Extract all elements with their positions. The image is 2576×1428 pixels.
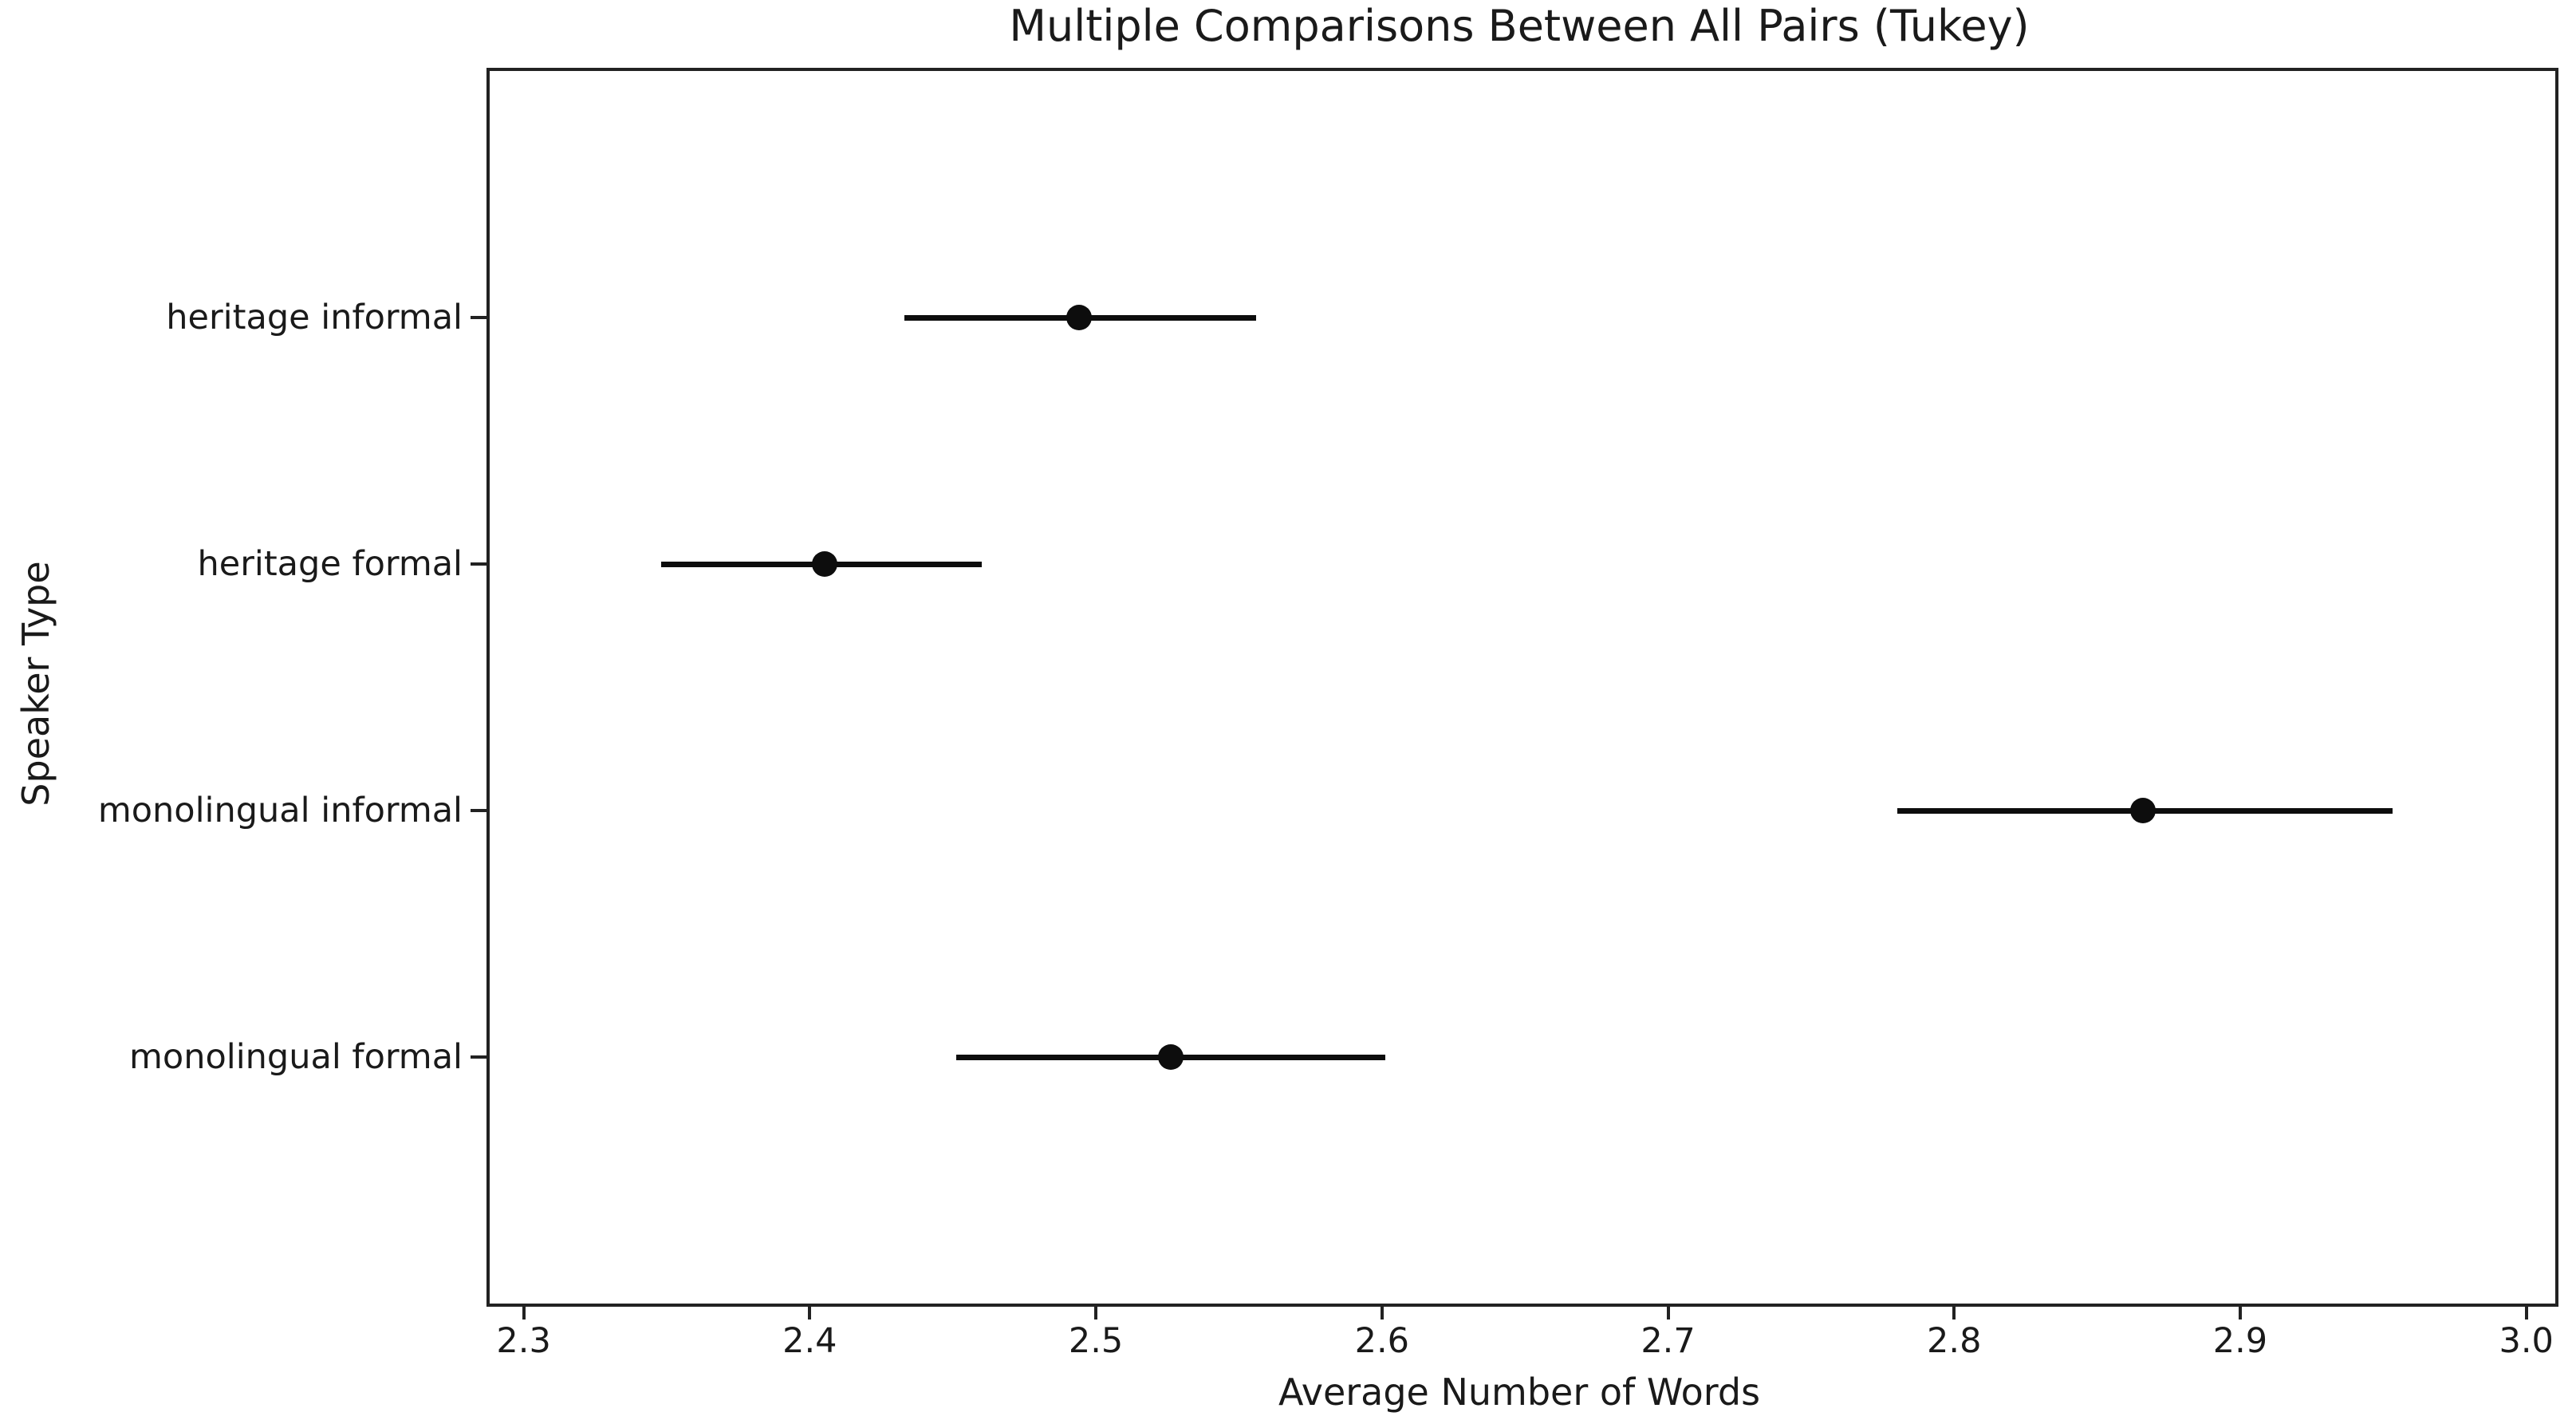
x-tick-mark	[1380, 1304, 1384, 1320]
y-tick-mark	[471, 562, 486, 566]
y-tick-label: heritage formal	[197, 544, 463, 584]
x-tick-mark	[1952, 1304, 1956, 1320]
y-tick-mark	[471, 316, 486, 319]
x-tick-label: 2.5	[1068, 1321, 1124, 1361]
x-axis-title: Average Number of Words	[1278, 1371, 1761, 1414]
mean-marker	[2130, 798, 2157, 823]
y-tick-mark	[471, 809, 486, 812]
x-tick-label: 2.9	[2212, 1321, 2268, 1361]
x-tick-mark	[808, 1304, 812, 1320]
y-axis-title: Speaker Type	[14, 561, 57, 807]
x-tick-mark	[1666, 1304, 1670, 1320]
x-tick-label: 2.3	[496, 1321, 551, 1361]
x-tick-mark	[2238, 1304, 2242, 1320]
x-tick-mark	[522, 1304, 526, 1320]
y-tick-label: heritage informal	[166, 298, 463, 337]
mean-marker	[1065, 305, 1092, 330]
chart-title: Multiple Comparisons Between All Pairs (…	[1009, 1, 2030, 51]
x-tick-label: 2.4	[782, 1321, 837, 1361]
x-tick-mark	[2524, 1304, 2528, 1320]
plot-area	[486, 68, 2558, 1307]
x-tick-label: 2.7	[1641, 1321, 1696, 1361]
y-tick-label: monolingual formal	[129, 1037, 463, 1077]
mean-marker	[1157, 1044, 1184, 1070]
y-tick-mark	[471, 1055, 486, 1059]
y-tick-label: monolingual informal	[97, 791, 463, 830]
x-tick-mark	[1094, 1304, 1098, 1320]
mean-marker	[811, 551, 837, 577]
x-tick-label: 2.8	[1927, 1321, 1982, 1361]
x-tick-label: 3.0	[2499, 1321, 2554, 1361]
x-tick-label: 2.6	[1354, 1321, 1409, 1361]
